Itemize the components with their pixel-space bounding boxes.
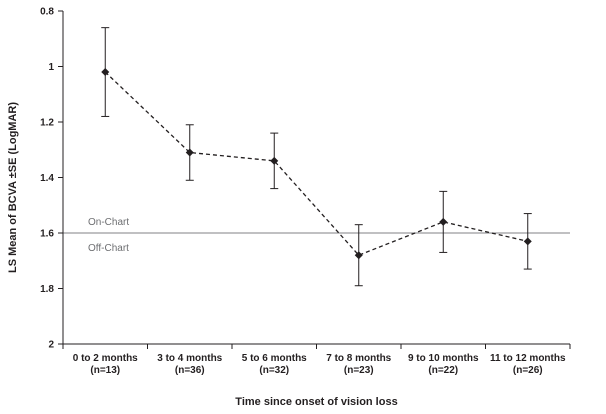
reference-label-on-chart: On-Chart <box>88 217 129 228</box>
x-tick-label: 11 to 12 months <box>490 353 566 364</box>
series-group <box>101 27 532 287</box>
data-point-marker <box>439 217 448 226</box>
x-ticks: 0 to 2 months(n=13) 3 to 4 months(n=36) 5 … <box>62 344 571 376</box>
y-tick-label: 1 <box>48 62 54 73</box>
data-point-marker <box>185 148 194 157</box>
data-point-marker <box>354 251 363 260</box>
y-tick-label: 1.6 <box>40 229 54 240</box>
x-tick-label: 9 to 10 months <box>408 353 479 364</box>
x-axis-title: Time since onset of vision loss <box>235 396 397 408</box>
y-tick-label: 1.8 <box>40 284 54 295</box>
x-tick-sublabel: (n=26) <box>513 365 543 376</box>
reference-line-group: On-Chart Off-Chart <box>63 217 570 254</box>
reference-label-off-chart: Off-Chart <box>88 243 129 254</box>
x-tick-sublabel: (n=22) <box>428 365 458 376</box>
y-ticks: 0.8 1 1.2 1.4 1.6 1.8 2 <box>40 7 63 351</box>
y-tick-label: 1.2 <box>40 118 54 129</box>
data-point-marker <box>101 68 110 77</box>
x-tick-sublabel: (n=23) <box>344 365 374 376</box>
data-point-marker <box>523 237 532 246</box>
x-tick-label: 0 to 2 months <box>73 353 138 364</box>
x-tick-sublabel: (n=32) <box>259 365 289 376</box>
x-tick-sublabel: (n=36) <box>175 365 205 376</box>
x-tick-sublabel: (n=13) <box>90 365 120 376</box>
y-tick-label: 2 <box>48 340 54 351</box>
y-axis-title: LS Mean of BCVA ±SE (LogMAR) <box>7 102 19 273</box>
x-tick-label: 3 to 4 months <box>157 353 222 364</box>
y-tick-label: 1.4 <box>40 173 54 184</box>
y-tick-label: 0.8 <box>40 7 54 18</box>
x-tick-label: 5 to 6 months <box>242 353 307 364</box>
axes <box>62 11 570 345</box>
series-line <box>104 71 528 256</box>
x-tick-label: 7 to 8 months <box>326 353 391 364</box>
data-point-marker <box>270 156 279 165</box>
